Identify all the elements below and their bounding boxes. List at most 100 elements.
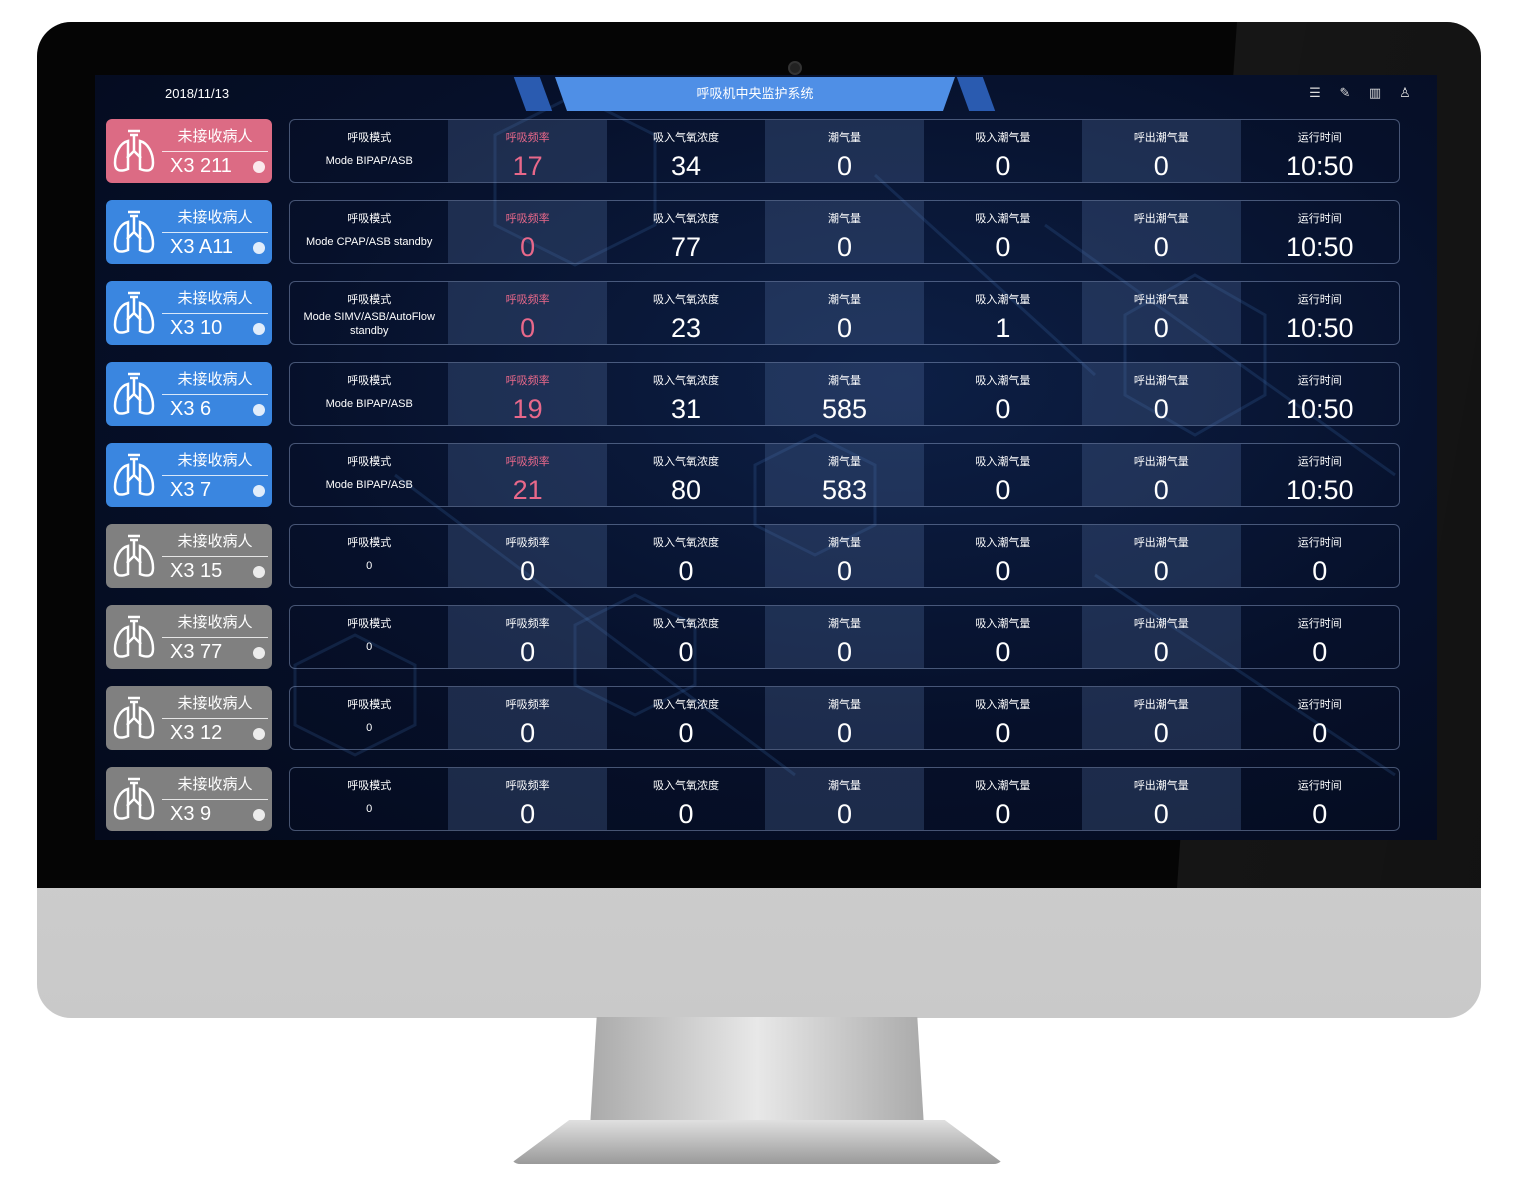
edit-icon[interactable]	[253, 647, 265, 659]
bed-card[interactable]: 未接收病人 X3 211	[106, 119, 272, 183]
metric-label: 潮气量	[827, 375, 861, 387]
metrics-table: 呼吸模式 0 呼吸频率 0 吸入气氧浓度 0 潮气量 0 吸入潮气量 0 呼出潮…	[289, 686, 1400, 750]
lungs-icon	[112, 775, 156, 823]
metric-cell: 潮气量 0	[765, 606, 924, 668]
lungs-icon	[112, 208, 156, 256]
metric-value: 31	[671, 394, 702, 424]
mode-value: 0	[366, 722, 373, 734]
metric-label: 呼吸频率	[505, 375, 550, 387]
bed-card[interactable]: 未接收病人 X3 77	[106, 605, 272, 669]
metric-label: 吸入潮气量	[975, 456, 1031, 468]
edit-icon[interactable]	[253, 323, 265, 335]
metric-cell: 呼出潮气量 0	[1082, 525, 1241, 587]
metric-label: 运行时间	[1297, 213, 1342, 225]
metric-cell: 呼出潮气量 0	[1082, 606, 1241, 668]
metric-mode: 呼吸模式 Mode BIPAP/ASB	[290, 363, 448, 425]
metric-mode: 呼吸模式 0	[290, 525, 448, 587]
metric-cell: 呼吸频率 0	[448, 687, 607, 749]
bed-card[interactable]: 未接收病人 X3 6	[106, 362, 272, 426]
metric-label: 呼吸模式	[347, 780, 392, 792]
metric-label: 潮气量	[827, 294, 861, 306]
metric-cell: 吸入气氧浓度 0	[607, 525, 765, 587]
bed-number: X3 211	[170, 155, 232, 177]
metric-value: 0	[1312, 556, 1328, 586]
bed-card[interactable]: 未接收病人 X3 10	[106, 281, 272, 345]
metric-cell: 吸入潮气量 0	[924, 444, 1082, 506]
metric-value: 0	[1153, 475, 1169, 505]
metric-cell: 潮气量 0	[765, 768, 924, 830]
patient-status: 未接收病人	[162, 773, 268, 800]
metric-cell: 潮气量 0	[765, 120, 924, 182]
list-icon[interactable]: ☰	[1309, 85, 1321, 100]
edit-icon[interactable]	[253, 242, 265, 254]
metric-cell: 吸入潮气量 0	[924, 768, 1082, 830]
metric-value: 0	[520, 637, 536, 667]
dashboard-screen: 2018/11/13 呼吸机中央监护系统 ☰ ✎ ▥ ♙ 未接收病人 X3 21…	[95, 75, 1437, 840]
metric-label: 呼出潮气量	[1133, 375, 1189, 387]
ventilator-row: 未接收病人 X3 12 呼吸模式 0 呼吸频率 0 吸入气氧浓度 0 潮气量 0…	[106, 686, 1400, 750]
metric-label: 潮气量	[827, 213, 861, 225]
hexagon-network-background	[293, 93, 1396, 777]
edit-icon[interactable]	[253, 404, 265, 416]
metric-mode: 呼吸模式 Mode CPAP/ASB standby	[290, 201, 448, 263]
metric-label: 运行时间	[1297, 780, 1342, 792]
metric-cell: 潮气量 0	[765, 282, 924, 344]
ventilator-row: 未接收病人 X3 211 呼吸模式 Mode BIPAP/ASB 呼吸频率 17…	[106, 119, 1400, 183]
metric-value: 0	[995, 637, 1011, 667]
metric-value: 0	[1153, 313, 1169, 343]
bed-card[interactable]: 未接收病人 X3 A11	[106, 200, 272, 264]
user-icon[interactable]: ♙	[1399, 85, 1411, 100]
metric-cell: 运行时间 10:50	[1241, 120, 1399, 182]
metric-label: 吸入潮气量	[975, 780, 1031, 792]
metrics-table: 呼吸模式 Mode CPAP/ASB standby 呼吸频率 0 吸入气氧浓度…	[289, 200, 1400, 264]
metric-value: 0	[1153, 637, 1169, 667]
date-label: 2018/11/13	[165, 86, 230, 101]
lungs-icon	[112, 127, 156, 175]
metric-label: 呼吸模式	[347, 456, 392, 468]
bed-card[interactable]: 未接收病人 X3 7	[106, 443, 272, 507]
metric-label: 呼吸模式	[347, 132, 392, 144]
edit-icon[interactable]	[253, 485, 265, 497]
metric-label: 运行时间	[1297, 456, 1342, 468]
metric-label: 潮气量	[827, 456, 861, 468]
bed-card[interactable]: 未接收病人 X3 12	[106, 686, 272, 750]
metrics-table: 呼吸模式 Mode BIPAP/ASB 呼吸频率 21 吸入气氧浓度 80 潮气…	[289, 443, 1400, 507]
metric-label: 吸入潮气量	[975, 537, 1031, 549]
metric-label: 吸入潮气量	[975, 618, 1031, 630]
metrics-table: 呼吸模式 0 呼吸频率 0 吸入气氧浓度 0 潮气量 0 吸入潮气量 0 呼出潮…	[289, 605, 1400, 669]
mode-value: Mode CPAP/ASB standby	[306, 236, 433, 248]
metric-value: 0	[1312, 799, 1328, 829]
metric-cell: 呼吸频率 19	[448, 363, 607, 425]
metric-label: 呼出潮气量	[1133, 132, 1189, 144]
metric-value: 0	[1153, 232, 1169, 262]
edit-icon[interactable]: ✎	[1339, 85, 1351, 100]
camera-icon	[788, 61, 802, 75]
metric-cell: 运行时间 0	[1241, 525, 1399, 587]
metric-label: 呼出潮气量	[1133, 456, 1189, 468]
mode-value: 0	[366, 560, 373, 572]
metric-cell: 潮气量 0	[765, 687, 924, 749]
lungs-icon	[112, 451, 156, 499]
metric-value: 0	[995, 718, 1011, 748]
metric-label: 运行时间	[1297, 618, 1342, 630]
patient-status: 未接收病人	[162, 449, 268, 476]
bed-card[interactable]: 未接收病人 X3 15	[106, 524, 272, 588]
edit-icon[interactable]	[253, 728, 265, 740]
metric-label: 呼吸频率	[505, 618, 550, 630]
edit-icon[interactable]	[253, 809, 265, 821]
bed-card[interactable]: 未接收病人 X3 9	[106, 767, 272, 831]
metric-value: 0	[520, 799, 536, 829]
metric-cell: 吸入气氧浓度 77	[607, 201, 765, 263]
metric-cell: 呼出潮气量 0	[1082, 768, 1241, 830]
layout-icon[interactable]: ▥	[1368, 85, 1382, 100]
metrics-table: 呼吸模式 Mode SIMV/ASB/AutoFlow standby 呼吸频率…	[289, 281, 1400, 345]
edit-icon[interactable]	[253, 566, 265, 578]
metric-cell: 吸入气氧浓度 0	[607, 687, 765, 749]
edit-icon[interactable]	[253, 161, 265, 173]
mode-value: 0	[366, 803, 373, 815]
lungs-icon	[112, 613, 156, 661]
metric-cell: 运行时间 10:50	[1241, 444, 1399, 506]
metric-cell: 吸入潮气量 0	[924, 363, 1082, 425]
metric-label: 吸入气氧浓度	[653, 618, 720, 630]
metric-value: 0	[1153, 799, 1169, 829]
